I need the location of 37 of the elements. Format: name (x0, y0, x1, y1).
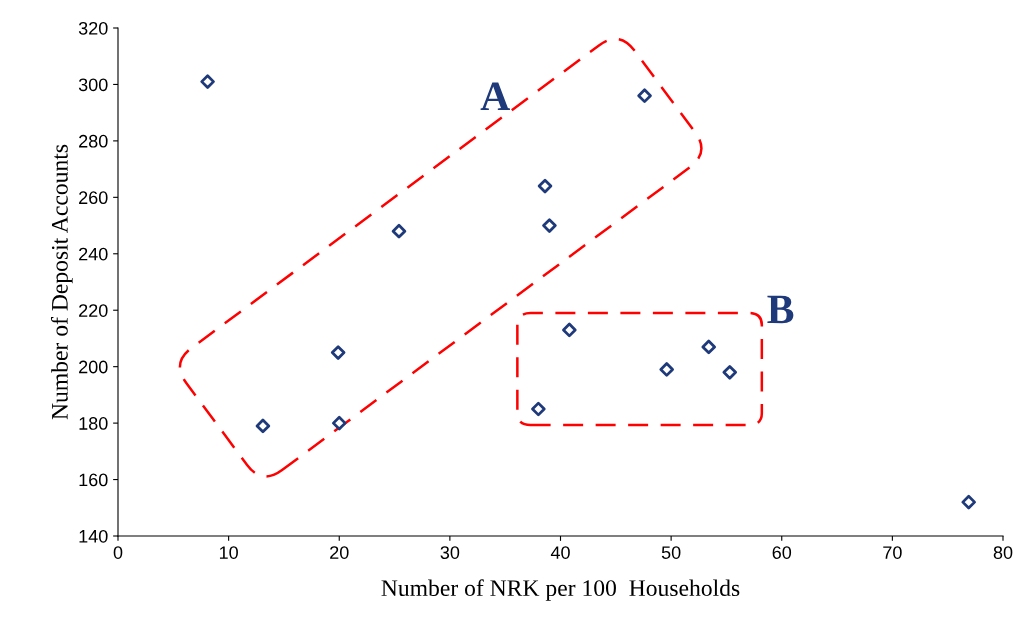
point (637, 88, 652, 104)
point (330, 345, 346, 360)
point (391, 223, 407, 239)
y-axis-title: Number of Deposit Accounts (50, 144, 73, 420)
x-tick-label: 30 (440, 546, 460, 559)
x-tick-label: 20 (330, 546, 349, 559)
x-tick-label: 60 (772, 546, 792, 559)
x-tick-label: 0 (113, 546, 123, 559)
x-tick-label: 80 (993, 546, 1013, 559)
point (701, 339, 717, 355)
x-tick-label: 70 (883, 546, 902, 559)
y-tick-label: 280 (79, 134, 108, 148)
annotation: B (767, 295, 794, 324)
point (722, 365, 738, 380)
annotation: A (480, 82, 510, 110)
point (562, 322, 577, 338)
point (537, 178, 553, 194)
x-axis-title: Number of NRK per 100 Households (381, 579, 740, 601)
y-tick-label: 140 (79, 529, 108, 543)
point (961, 494, 976, 510)
point (531, 401, 546, 417)
x-tick-label: 40 (550, 546, 570, 559)
point (255, 418, 271, 434)
y-tick-label: 200 (79, 360, 108, 374)
y-tick-label: 320 (78, 21, 108, 35)
y-tick-label: 180 (79, 417, 108, 430)
y-tick-label: 240 (79, 247, 108, 261)
point (659, 362, 674, 377)
x-tick-label: 50 (661, 546, 681, 559)
y-tick-label: 300 (78, 78, 108, 92)
point (542, 218, 557, 233)
y-tick-label: 260 (79, 191, 108, 205)
y-tick-label: 220 (79, 304, 108, 317)
x-tick-label: 10 (219, 546, 238, 559)
point (200, 74, 215, 89)
y-tick-label: 160 (79, 473, 108, 487)
point (331, 415, 347, 431)
